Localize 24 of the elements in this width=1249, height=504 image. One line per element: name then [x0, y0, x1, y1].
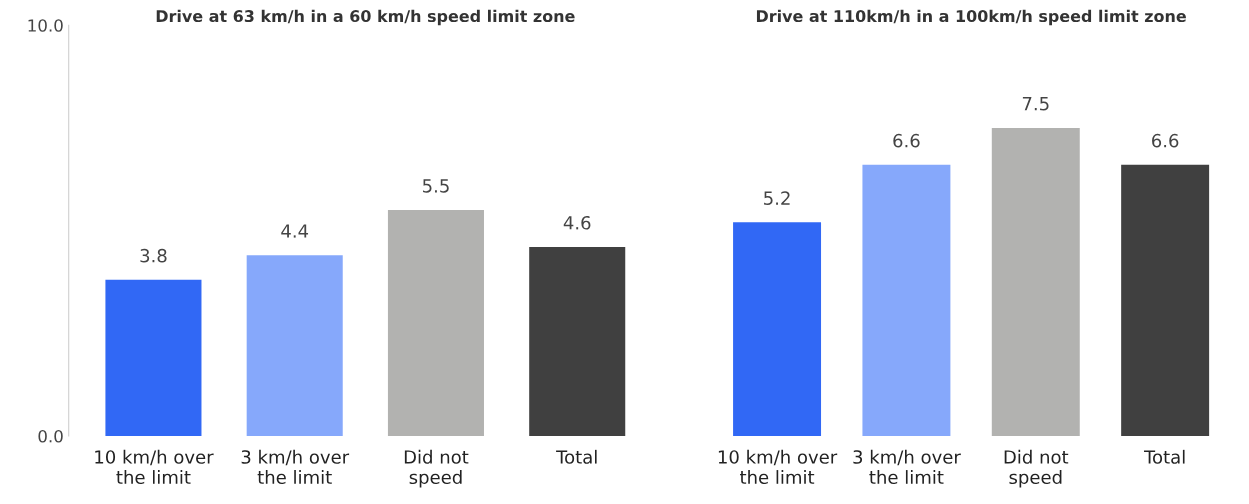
data-label: 5.5 — [423, 179, 449, 193]
x-tick-label: Total — [1144, 449, 1185, 464]
x-tick-label: 10 km/h over the limit — [95, 449, 214, 485]
x-tick-label: 3 km/h over the limit — [241, 449, 350, 485]
data-label: 4.4 — [281, 224, 309, 238]
data-label: 4.6 — [563, 215, 591, 230]
x-tick-label: Did not speed — [1004, 449, 1069, 488]
x-tick-label: 10 km/h over the limit — [718, 449, 838, 485]
data-label: 6.6 — [893, 133, 920, 148]
chart-title: Drive at 110km/h in a 100km/h speed limit zone — [756, 9, 1186, 26]
data-label: 6.6 — [1152, 133, 1179, 148]
bar — [105, 279, 202, 436]
chart-title: Drive at 63 km/h in a 60 km/h speed limit zone — [156, 9, 575, 26]
data-label: 7.5 — [1022, 97, 1049, 111]
x-tick-label: 3 km/h over the limit — [853, 449, 961, 485]
y-tick-label: 0.0 — [38, 429, 63, 443]
y-tick-label: 10.0 — [28, 19, 63, 32]
bar — [529, 247, 626, 436]
data-label: 3.8 — [140, 248, 167, 263]
bar — [246, 255, 343, 436]
data-label: 5.2 — [764, 191, 790, 205]
bar — [387, 210, 484, 436]
x-tick-label: Did not speed — [404, 449, 469, 488]
x-tick-label: Total — [556, 449, 597, 464]
